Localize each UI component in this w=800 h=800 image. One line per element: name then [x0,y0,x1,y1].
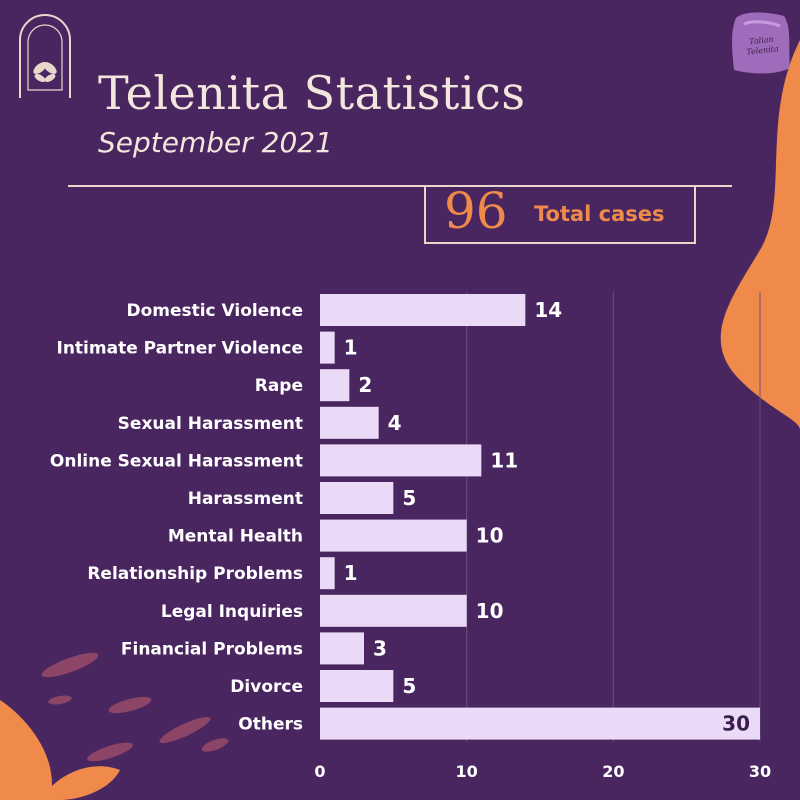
chart-title: Telenita Statistics [98,66,526,120]
bar-others [320,707,760,740]
category-label-divorce: Divorce [230,677,303,697]
bar-mental-health [320,519,467,552]
category-label-intimate-partner-violence: Intimate Partner Violence [57,339,304,359]
value-label-intimate-partner-violence: 1 [344,336,358,360]
orange-blob-decoration [720,40,800,430]
bar-divorce [320,670,394,702]
bar-intimate-partner-violence [320,331,335,364]
total-cases-label: Total cases [534,202,665,226]
total-cases-value: 96 [444,182,508,240]
orange-leaf-decoration-2 [40,766,120,800]
bar-series [320,294,760,740]
brush-stroke-decorations [41,652,229,762]
value-label-relationship-problems: 1 [344,561,358,585]
x-tick-label-30: 30 [749,762,771,781]
category-label-financial-problems: Financial Problems [121,639,303,659]
bar-relationship-problems [320,557,335,590]
category-label-domestic-violence: Domestic Violence [126,301,303,321]
category-label-relationship-problems: Relationship Problems [87,564,303,584]
title-divider [68,185,732,187]
x-tick-label-20: 20 [602,762,624,781]
x-tick-label-10: 10 [456,762,478,781]
bar-harassment [320,482,394,514]
bar-rape [320,369,350,402]
category-label-online-sexual-harassment: Online Sexual Harassment [50,451,303,471]
category-label-rape: Rape [255,376,303,396]
value-label-domestic-violence: 14 [534,298,562,322]
bar-sexual-harassment [320,406,379,439]
value-label-legal-inquiries: 10 [476,599,504,623]
value-label-others: 30 [722,712,750,736]
value-label-harassment: 5 [402,486,416,510]
category-labels: Domestic Violence Intimate Partner Violen… [50,301,303,735]
category-label-others: Others [238,715,303,735]
category-label-harassment: Harassment [188,489,303,509]
orange-leaf-decoration [0,700,52,800]
talian-telenita-logo: Talian Telenita [730,8,792,78]
bar-financial-problems [320,632,364,665]
total-cases-box: 96 Total cases [424,182,696,244]
x-tick-label-0: 0 [314,762,325,781]
value-label-mental-health: 10 [476,524,504,548]
category-label-sexual-harassment: Sexual Harassment [118,414,303,434]
bar-domestic-violence [320,294,526,326]
bar-legal-inquiries [320,594,467,627]
bar-online-sexual-harassment [320,444,482,477]
chart-subtitle: September 2021 [98,126,333,159]
value-label-online-sexual-harassment: 11 [490,448,518,472]
awam-logo [12,10,78,100]
x-axis-ticks: 0 10 20 30 [314,762,771,781]
grid-lines [466,292,761,742]
value-label-rape: 2 [358,373,372,397]
category-label-mental-health: Mental Health [168,527,303,547]
value-label-financial-problems: 3 [373,636,387,660]
value-label-sexual-harassment: 4 [388,411,402,435]
value-label-divorce: 5 [402,674,416,698]
category-label-legal-inquiries: Legal Inquiries [161,602,303,622]
